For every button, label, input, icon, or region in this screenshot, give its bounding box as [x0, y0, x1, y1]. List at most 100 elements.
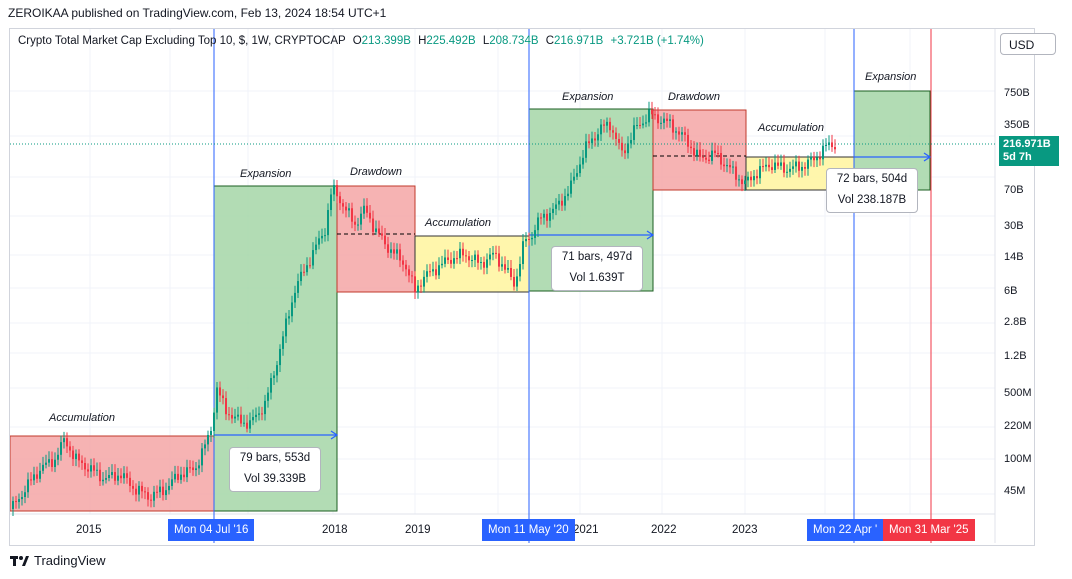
candle-body — [315, 244, 317, 251]
candle-body — [309, 265, 311, 267]
candle-body — [363, 205, 365, 214]
arrow-head — [646, 230, 655, 240]
candle-body — [627, 143, 629, 154]
brand-name: TradingView — [34, 553, 106, 568]
phase-label: Expansion — [865, 71, 917, 83]
range-stat-box[interactable]: 79 bars, 553d Vol 39.339B — [229, 447, 321, 492]
candle-body — [708, 159, 710, 161]
candle-body — [264, 400, 266, 415]
candle-body — [600, 124, 602, 135]
candle-body — [681, 132, 683, 135]
candle-body — [486, 259, 488, 268]
candle-body — [162, 486, 164, 496]
range-stat-box[interactable]: 71 bars, 497d Vol 1.639T — [551, 246, 643, 291]
candle-body — [732, 166, 734, 168]
tradingview-logo[interactable]: TradingView — [10, 553, 106, 568]
time-axis-label: 2015 — [76, 524, 102, 536]
symbol-title[interactable]: Crypto Total Market Cap Excluding Top 10… — [18, 35, 346, 47]
time-marker-flag[interactable]: Mon 04 Jul '16 — [168, 519, 255, 541]
candle-body — [177, 473, 179, 480]
candle-body — [66, 438, 68, 447]
candle-body — [513, 276, 515, 287]
candle-body — [30, 479, 32, 481]
candle-body — [288, 316, 290, 319]
candle-body — [594, 138, 596, 141]
candle-body — [324, 235, 326, 237]
candle-body — [768, 164, 770, 168]
price-axis-label: 220M — [1004, 420, 1032, 432]
candle-body — [588, 141, 590, 144]
candle-body — [615, 132, 617, 140]
candle-body — [252, 417, 254, 421]
candle-body — [672, 119, 674, 133]
phase-label: Accumulation — [49, 412, 116, 424]
arrow-head — [330, 430, 339, 440]
time-axis-label: 2023 — [732, 524, 758, 536]
price-chart[interactable] — [10, 29, 1032, 543]
phase-zone — [10, 435, 215, 512]
candle-body — [645, 122, 647, 124]
candle-body — [156, 491, 158, 493]
candle-body — [36, 474, 38, 479]
candle-body — [63, 438, 65, 443]
candle-body — [582, 157, 584, 165]
time-axis-label: 2019 — [405, 524, 431, 536]
range-stat-box[interactable]: 72 bars, 504d Vol 238.187B — [826, 168, 918, 213]
time-axis-label: 2022 — [651, 524, 677, 536]
candle-body — [360, 213, 362, 225]
candle-body — [372, 218, 374, 232]
candle-body — [693, 148, 695, 156]
candle-body — [105, 478, 107, 480]
arrow-head — [923, 152, 932, 162]
change-value: +3.721B (+1.74%) — [610, 35, 704, 47]
open-value: 213.399B — [361, 35, 411, 47]
candle-body — [465, 255, 467, 257]
published-info: ZEROIKAA published on TradingView.com, F… — [8, 6, 387, 20]
candle-body — [249, 420, 251, 429]
candle-body — [231, 414, 233, 419]
candle-body — [342, 203, 344, 207]
candle-body — [522, 241, 524, 265]
candle-body — [84, 462, 86, 470]
candle-body — [186, 467, 188, 478]
close-value: 216.971B — [554, 35, 604, 47]
candle-body — [690, 146, 692, 149]
candle-body — [531, 237, 533, 240]
candle-body — [525, 238, 527, 242]
candle-body — [804, 167, 806, 169]
candle-body — [57, 454, 59, 460]
candle-body — [405, 264, 407, 270]
candle-body — [429, 271, 431, 273]
candle-body — [333, 185, 335, 195]
candle-body — [528, 238, 530, 240]
time-marker-flag[interactable]: Mon 31 Mar '25 — [883, 519, 975, 541]
candle-body — [132, 485, 134, 489]
candle-body — [174, 473, 176, 480]
candle-body — [621, 142, 623, 151]
time-axis-label: 2018 — [322, 524, 348, 536]
time-marker-flag[interactable]: Mon 11 May '20 — [482, 519, 575, 541]
candle-body — [21, 497, 23, 500]
candle-body — [51, 459, 53, 468]
currency-button[interactable]: USD — [1000, 33, 1056, 55]
candle-body — [834, 147, 836, 150]
candle-body — [294, 292, 296, 303]
price-axis-label: 45M — [1004, 485, 1026, 497]
candle-body — [369, 212, 371, 219]
time-marker-flag[interactable]: Mon 22 Apr ' — [807, 519, 887, 541]
candle-body — [483, 261, 485, 268]
candle-body — [717, 152, 719, 154]
candle-body — [417, 285, 419, 293]
candle-body — [321, 235, 323, 239]
candle-body — [516, 276, 518, 287]
candle-body — [276, 365, 278, 376]
phase-zone — [336, 185, 416, 293]
candle-body — [42, 464, 44, 471]
candle-body — [39, 470, 41, 479]
candle-body — [597, 134, 599, 141]
candle-body — [501, 264, 503, 267]
candle-body — [201, 448, 203, 466]
candle-body — [459, 248, 461, 259]
phase-label: Accumulation — [758, 122, 825, 134]
candle-body — [168, 485, 170, 491]
